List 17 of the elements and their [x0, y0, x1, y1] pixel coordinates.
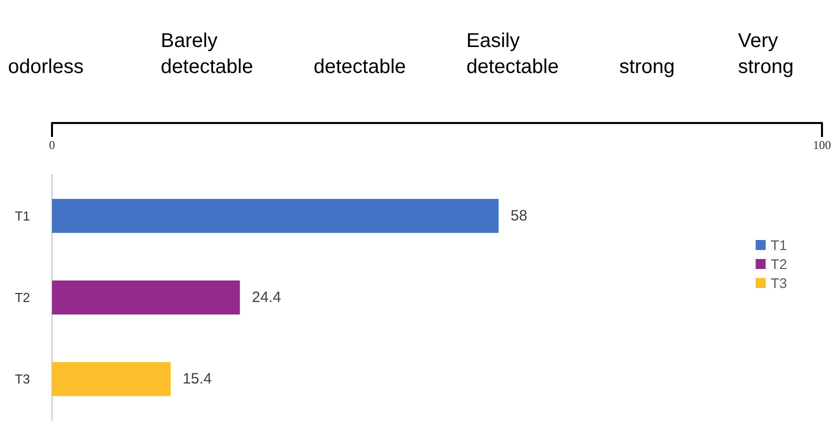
legend-label: T1	[770, 237, 788, 253]
legend-label: T3	[770, 275, 788, 291]
x-tick-label: 100	[813, 138, 831, 152]
y-tick-label: T1	[14, 208, 30, 224]
legend-label: T2	[770, 256, 788, 272]
y-tick-label: T3	[14, 372, 30, 387]
text: odorless	[8, 56, 84, 78]
x-tick-label: 0	[49, 138, 55, 152]
data-label: 24.4	[252, 289, 282, 306]
text: Very strong	[738, 30, 794, 78]
data-label: 58	[510, 207, 528, 224]
text: detectable	[314, 56, 406, 78]
text: strong	[619, 56, 675, 78]
text: Barely detectable	[160, 30, 254, 78]
text: Easily detectable	[466, 30, 559, 78]
y-tick-label: T2	[14, 290, 30, 305]
data-label: 15.4	[182, 370, 212, 388]
